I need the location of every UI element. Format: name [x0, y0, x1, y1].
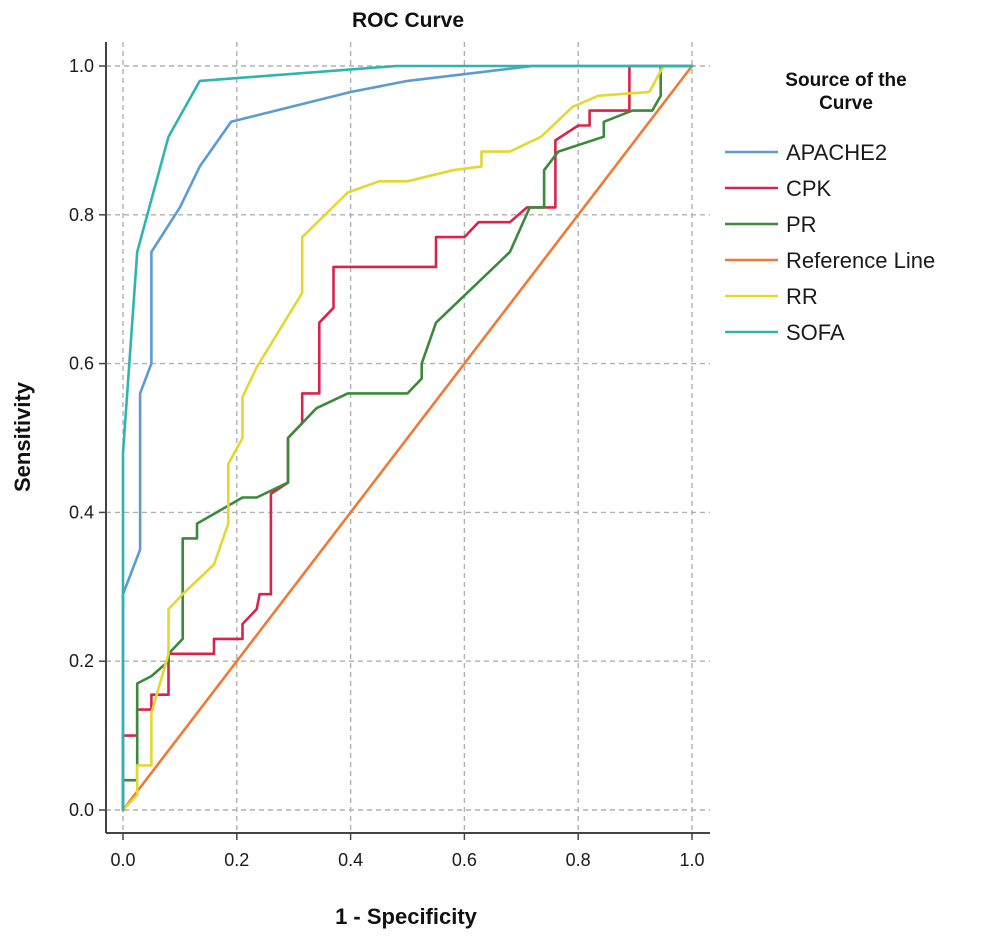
- series-line-sofa: [121, 64, 694, 812]
- series-line-rr: [121, 64, 694, 812]
- x-tick-label: 0.6: [452, 850, 477, 870]
- y-axis-title: Sensitivity: [10, 381, 35, 492]
- y-tick-label: 1.0: [69, 56, 94, 76]
- legend-label: PR: [786, 212, 817, 237]
- legend-item-rr: RR: [725, 284, 818, 309]
- y-tick-label: 0.4: [69, 502, 94, 522]
- x-tick-label: 0.2: [224, 850, 249, 870]
- legend-item-cpk: CPK: [725, 176, 832, 201]
- legend-label: APACHE2: [786, 140, 887, 165]
- legend-title-line-2: Curve: [819, 93, 873, 114]
- y-tick-label: 0.2: [69, 651, 94, 671]
- x-tick-label: 0.8: [566, 850, 591, 870]
- legend-item-apache2: APACHE2: [725, 140, 887, 165]
- legend: Source of the Curve APACHE2 CPK PR Referenc…: [725, 70, 935, 345]
- legend-label: CPK: [786, 176, 832, 201]
- series-line-cpk: [121, 64, 694, 812]
- series-lines: [121, 64, 694, 812]
- y-tick-label: 0.8: [69, 205, 94, 225]
- legend-label: RR: [786, 284, 818, 309]
- y-tick-label: 0.0: [69, 800, 94, 820]
- legend-item-pr: PR: [725, 212, 817, 237]
- x-tick-label: 0.4: [338, 850, 363, 870]
- legend-item-sofa: SOFA: [725, 320, 845, 345]
- grid: [106, 42, 710, 833]
- series-line-reference-line: [121, 64, 694, 812]
- legend-title-line-1: Source of the: [785, 70, 906, 91]
- legend-label: SOFA: [786, 320, 845, 345]
- legend-item-reference-line: Reference Line: [725, 248, 935, 273]
- legend-label: Reference Line: [786, 248, 935, 273]
- y-tick-label: 0.6: [69, 354, 94, 374]
- x-tick-label: 1.0: [679, 850, 704, 870]
- x-axis-title: 1 - Specificity: [335, 904, 478, 929]
- series-line-pr: [121, 64, 694, 812]
- x-tick-label: 0.0: [110, 850, 135, 870]
- series-line-apache2: [121, 64, 694, 812]
- axis-ticks: 0.0 0.2 0.4 0.6 0.8 1.0 0.0 0.2 0.4 0.6 0.8 1.0: [69, 56, 705, 870]
- chart-title: ROC Curve: [352, 9, 464, 32]
